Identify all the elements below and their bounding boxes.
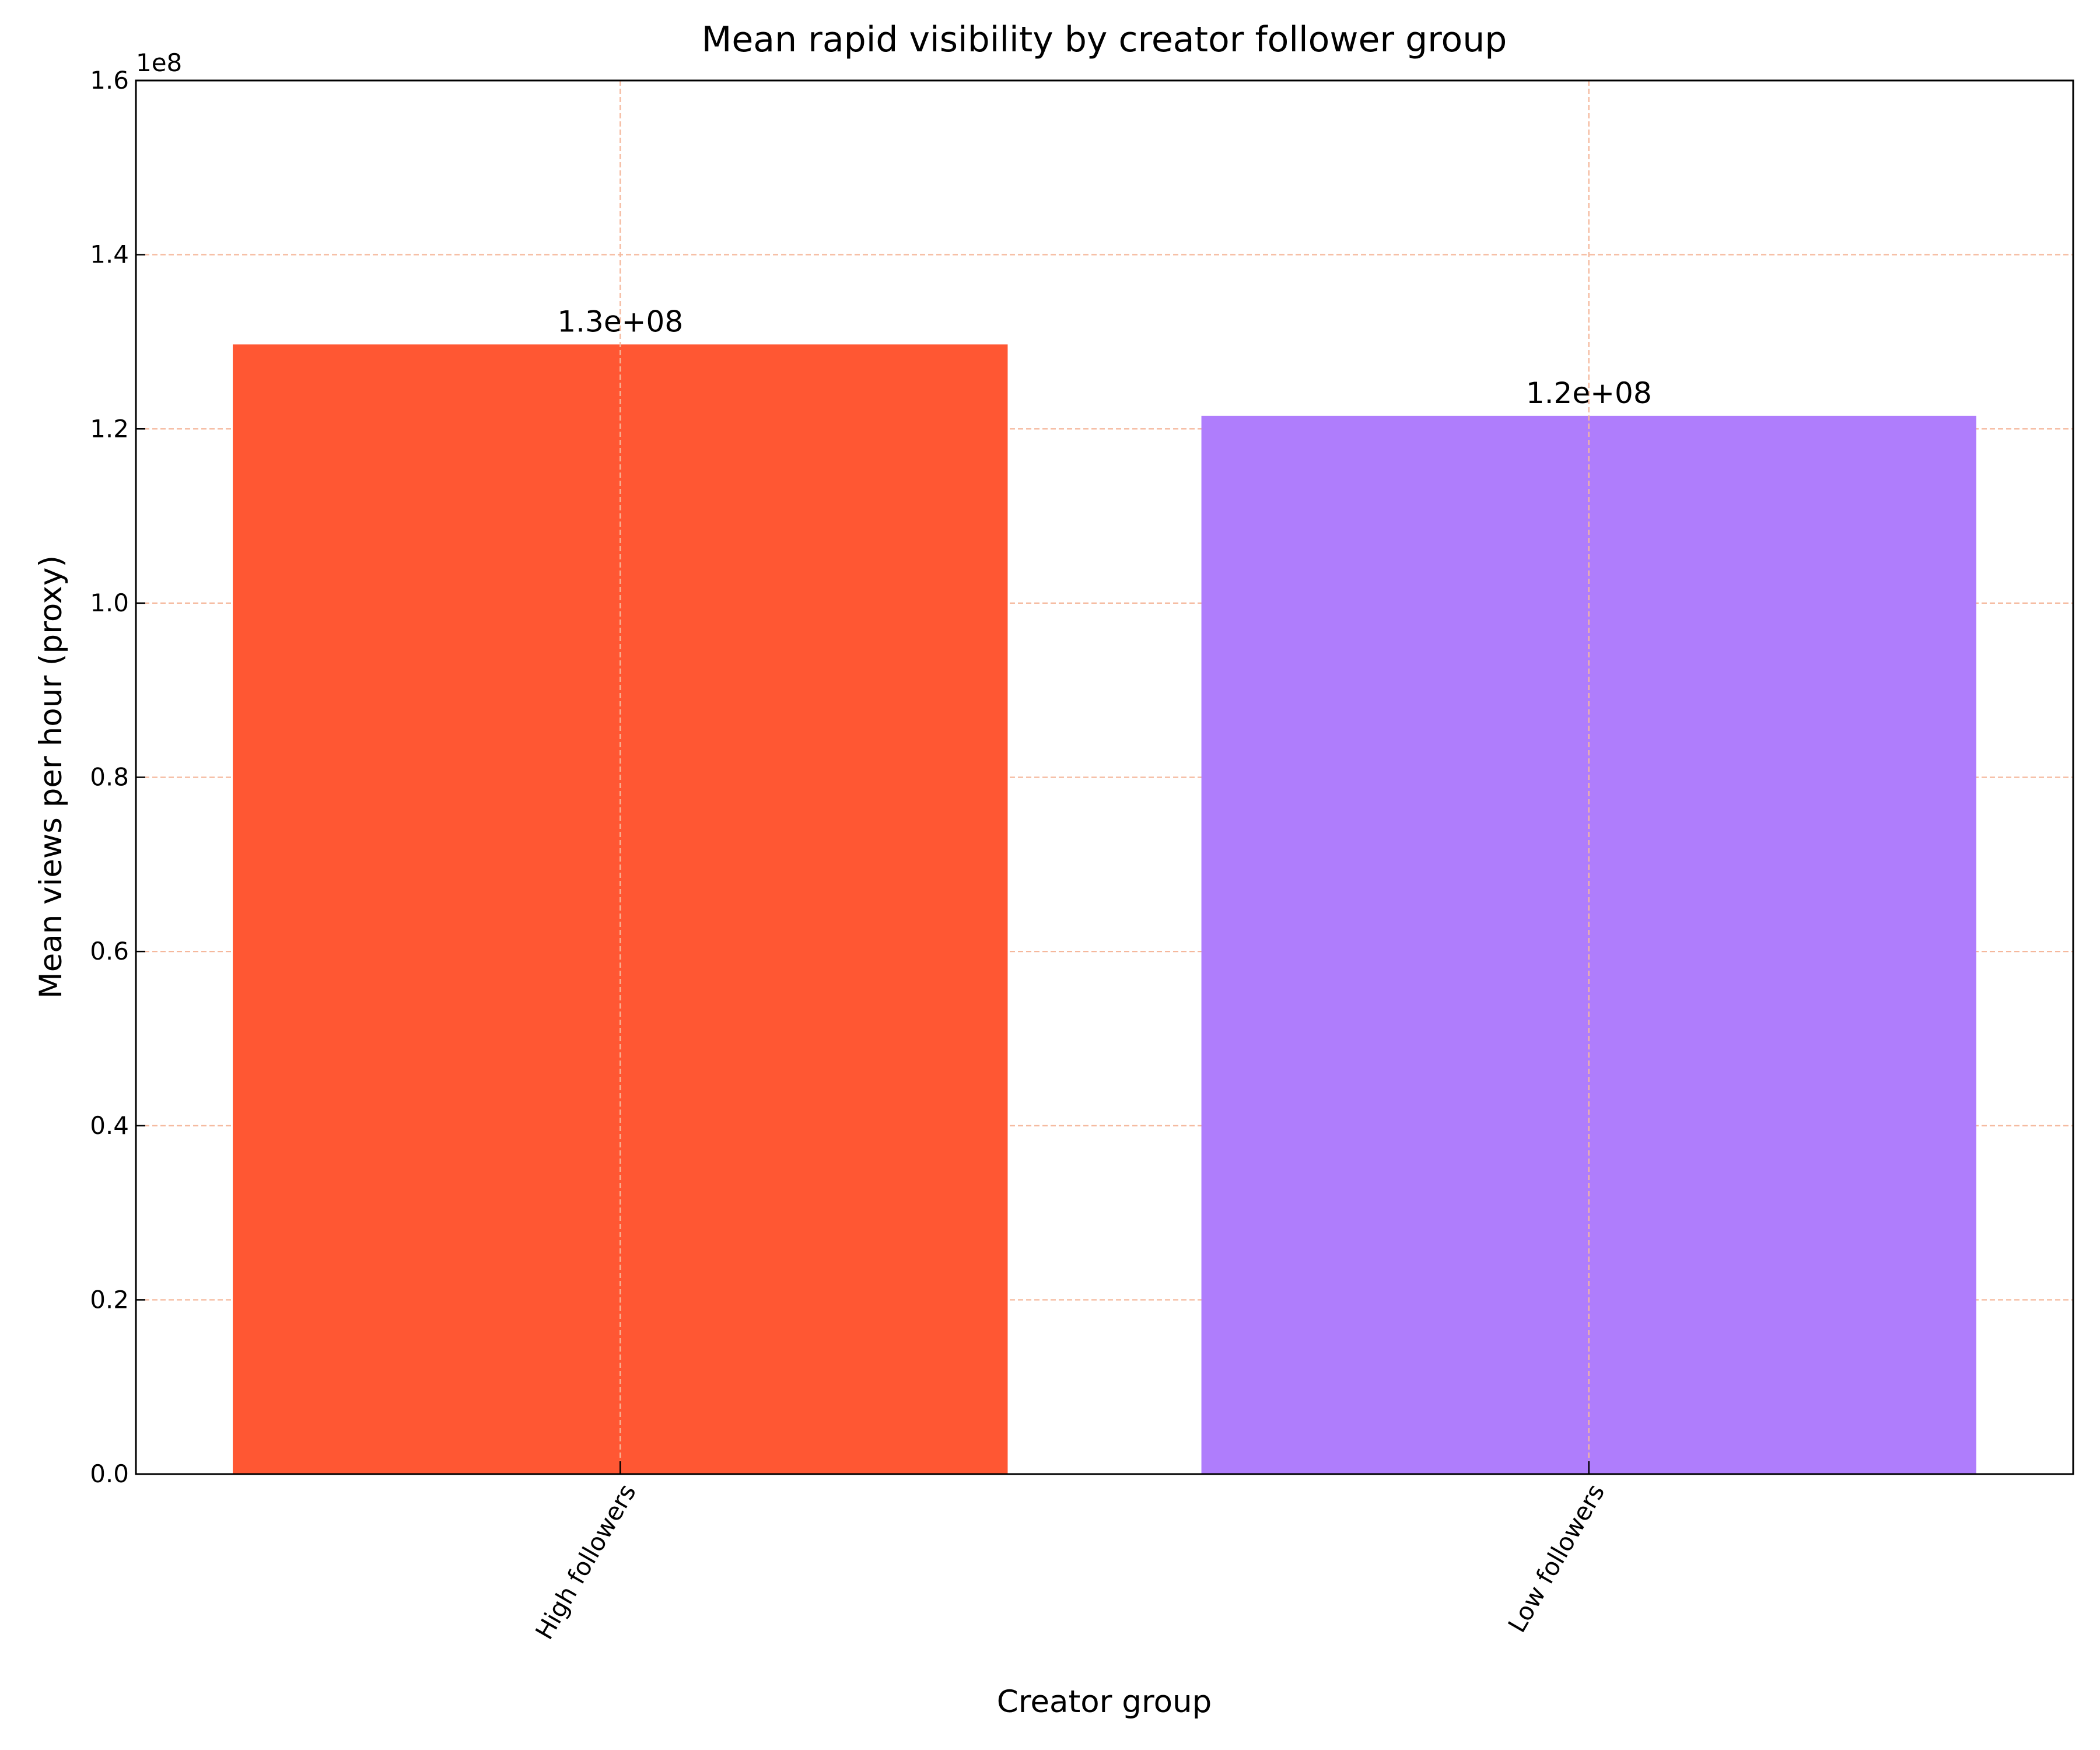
value-label: 1.3e+08 bbox=[557, 304, 683, 338]
y-tick-label: 1.6 bbox=[90, 66, 129, 94]
y-tick-label: 1.0 bbox=[90, 589, 129, 617]
y-tick-label: 0.0 bbox=[90, 1460, 129, 1488]
y-tick-label: 0.6 bbox=[90, 937, 129, 965]
x-axis-label: Creator group bbox=[997, 1684, 1212, 1720]
y-tick-label: 0.8 bbox=[90, 763, 129, 792]
value-label: 1.2e+08 bbox=[1526, 376, 1652, 410]
y-tick-label: 1.4 bbox=[90, 240, 129, 269]
y-offset-label: 1e8 bbox=[136, 48, 182, 77]
y-tick-label: 0.4 bbox=[90, 1111, 129, 1140]
plot-frame bbox=[135, 79, 2074, 1475]
chart-title: Mean rapid visibility by creator followe… bbox=[702, 19, 1507, 60]
y-tick-label: 0.2 bbox=[90, 1285, 129, 1314]
y-tick-label: 1.2 bbox=[90, 414, 129, 443]
y-axis-label: Mean views per hour (proxy) bbox=[33, 555, 69, 999]
